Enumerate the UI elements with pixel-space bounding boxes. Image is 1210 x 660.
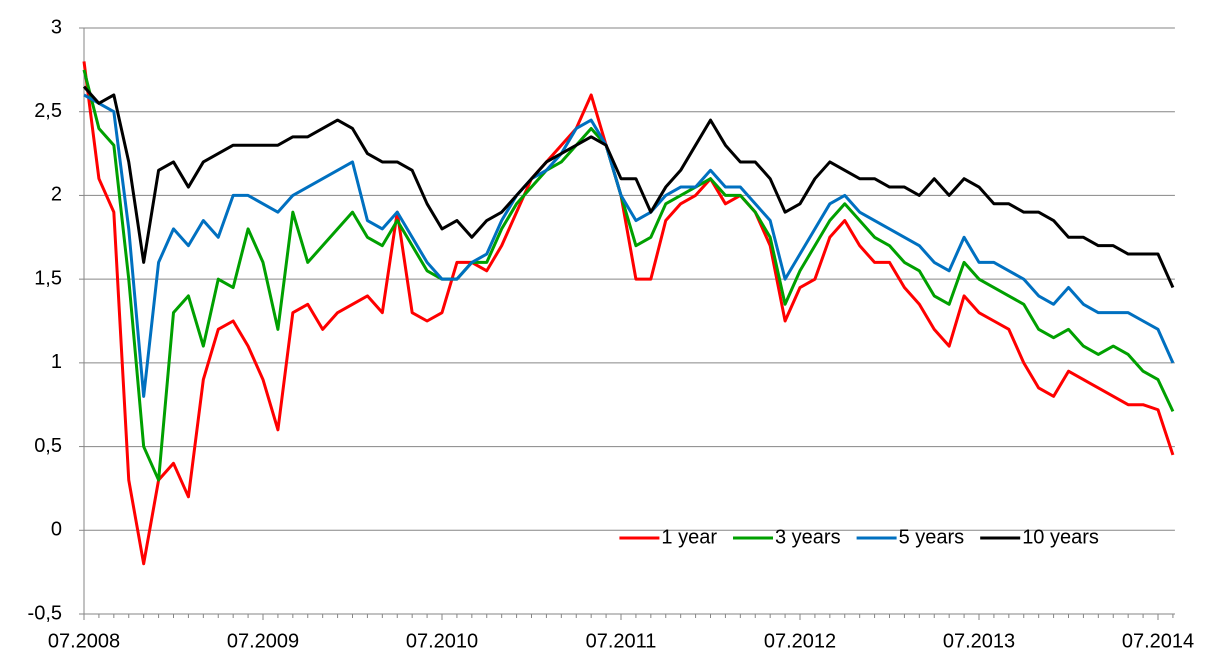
series-line: [82, 85, 1175, 289]
legend-label: 10 years: [1022, 526, 1099, 548]
x-tick-label: 07.2013: [943, 630, 1015, 652]
x-tick-label: 07.2008: [48, 630, 120, 652]
x-tick-label: 07.2012: [764, 630, 836, 652]
y-tick-label: 1,5: [34, 267, 62, 289]
y-tick-label: 3: [51, 16, 62, 38]
y-tick-label: 2,5: [34, 100, 62, 122]
x-tick-label: 07.2009: [227, 630, 299, 652]
x-tick-label: 07.2010: [406, 630, 478, 652]
series-line: [83, 93, 1175, 398]
series-line: [82, 69, 1175, 482]
y-tick-label: 0,5: [34, 435, 62, 457]
series-line: [82, 61, 1175, 566]
x-tick-label: 07.2011: [586, 630, 657, 652]
y-tick-label: 2: [51, 184, 62, 206]
x-tick-label: 07.2014: [1122, 630, 1194, 652]
legend-label: 1 year: [661, 526, 717, 548]
legend-label: 3 years: [775, 526, 841, 548]
y-tick-label: 1: [51, 351, 62, 373]
legend-label: 5 years: [899, 526, 965, 548]
y-tick-label: 0: [51, 519, 62, 541]
y-tick-label: -0,5: [28, 602, 62, 624]
